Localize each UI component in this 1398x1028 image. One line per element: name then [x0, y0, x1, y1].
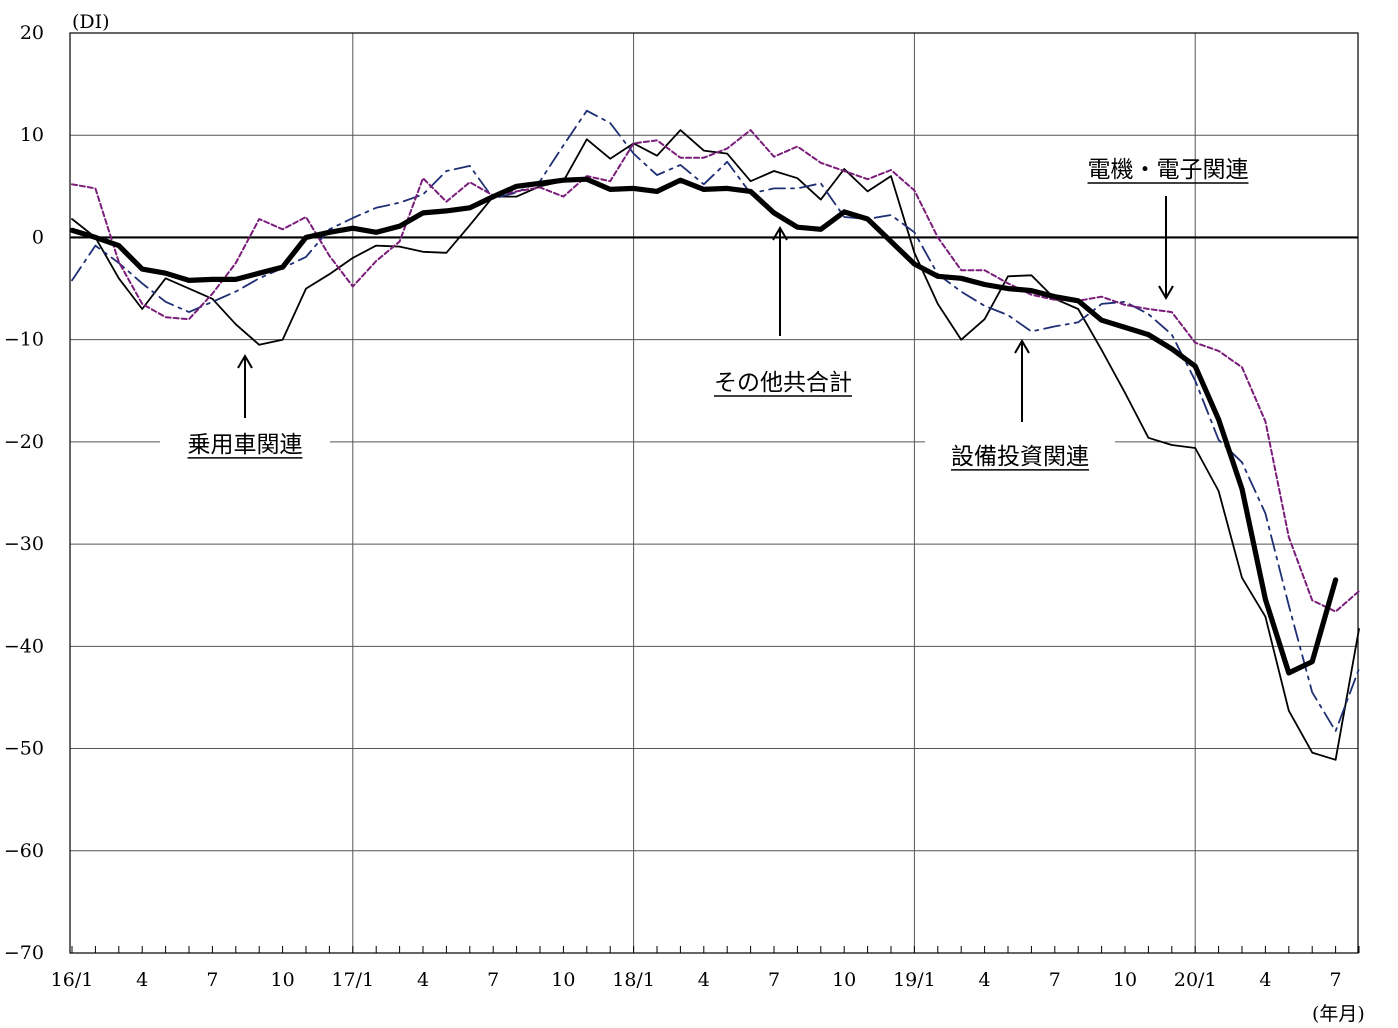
arrow-head — [1014, 339, 1030, 354]
grid-lines — [70, 32, 1358, 953]
y-tick-label: −50 — [4, 738, 44, 760]
x-tick-label: 7 — [1330, 969, 1342, 991]
y-tick-label: −10 — [4, 329, 44, 351]
annotation-label: 乗用車関連 — [188, 432, 303, 458]
x-tick-label: 4 — [136, 969, 148, 991]
series-line — [69, 176, 1339, 676]
x-tick-label: 4 — [979, 969, 991, 991]
y-tick-label: 20 — [20, 22, 44, 44]
y-tick-labels: 20 10 0 −10 −20 −30 −40 −50 −60 −70 — [4, 22, 44, 964]
x-tick-label: 4 — [1259, 969, 1271, 991]
x-tick-label: 18/1 — [612, 969, 655, 991]
x-tick-label: 16/1 — [51, 969, 94, 991]
x-tick-label: 10 — [551, 969, 575, 991]
axes — [69, 32, 1360, 954]
x-tick-label: 10 — [271, 969, 295, 991]
y-axis-unit-label: (DI) — [72, 11, 110, 33]
y-tick-label: −20 — [4, 431, 44, 453]
x-tick-label: 19/1 — [893, 969, 936, 991]
arrow-head — [237, 354, 253, 369]
series-line — [71, 129, 1360, 613]
x-tick-label: 7 — [768, 969, 780, 991]
x-tick-label: 4 — [698, 969, 710, 991]
annotation-label: その他共合計 — [714, 370, 852, 396]
y-tick-label: −70 — [4, 942, 44, 964]
series-lines — [69, 109, 1360, 761]
y-tick-label: −40 — [4, 635, 44, 657]
x-tick-label: 7 — [487, 969, 499, 991]
arrow-head — [772, 226, 788, 241]
x-tick-label: 10 — [832, 969, 856, 991]
x-tick-label: 10 — [1113, 969, 1137, 991]
label-mask — [925, 421, 1115, 462]
y-tick-label: −30 — [4, 533, 44, 555]
annotation-label: 電機・電子関連 — [1088, 157, 1249, 183]
y-tick-label: 0 — [32, 226, 44, 248]
x-tick-label: 7 — [1049, 969, 1061, 991]
label-mask — [160, 421, 330, 462]
arrow-head — [1158, 285, 1174, 300]
x-tick-label: 20/1 — [1174, 969, 1217, 991]
y-tick-label: 10 — [20, 124, 44, 146]
x-tick-label: 4 — [417, 969, 429, 991]
x-tick-label: 17/1 — [331, 969, 374, 991]
series-line — [71, 129, 1360, 761]
x-tick-labels: 16/1 4 7 10 17/1 4 7 10 18/1 4 7 10 19/1 4 7 10 20/1 4 7 — [51, 969, 1342, 991]
x-tick-label: 7 — [206, 969, 218, 991]
y-tick-label: −60 — [4, 840, 44, 862]
annotation-label: 設備投資関連 — [951, 444, 1089, 470]
plot-frame — [69, 32, 1359, 954]
x-axis-unit-label: (年月) — [1312, 1003, 1365, 1025]
